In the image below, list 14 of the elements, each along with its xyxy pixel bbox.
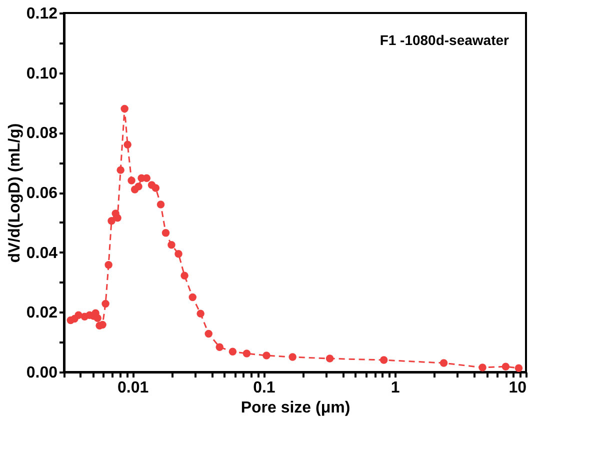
x-tick-label: 10 [508, 380, 527, 396]
x-tick-label: 1 [390, 380, 400, 396]
x-tick-label: 0.01 [118, 380, 149, 396]
annotation: F1 -1080d-seawater [380, 32, 510, 48]
y-tick-label: 0.08 [26, 125, 58, 142]
y-axis-title: dV/d(LogD) (mL/g) [6, 123, 24, 263]
y-tick-label: 0.04 [26, 244, 58, 262]
x-tick-label: 0.1 [253, 380, 276, 396]
y-tick-label: 0.00 [26, 364, 58, 382]
y-tick-label: 0.02 [26, 304, 58, 322]
y-tick-label: 0.10 [26, 65, 58, 82]
y-tick-label: 0.12 [26, 6, 58, 22]
y-tick-label: 0.06 [26, 185, 58, 202]
x-axis-title: Pore size (μm) [240, 400, 350, 416]
